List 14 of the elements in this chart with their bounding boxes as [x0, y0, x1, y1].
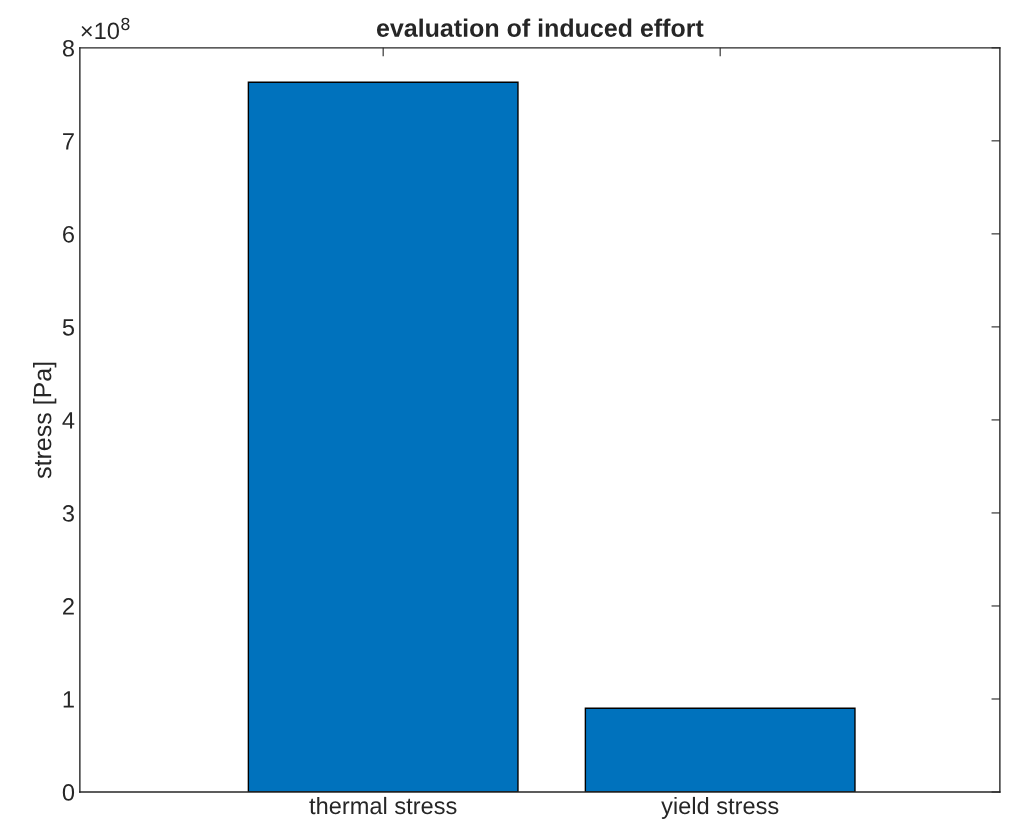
- y-tick-label: 5: [62, 319, 75, 336]
- text: ×10$^{8}$: [81, 17, 130, 40]
- y-tick-label: 7: [63, 133, 74, 150]
- y-tick-label: 1: [63, 691, 74, 708]
- y-tick-label: 3: [62, 505, 74, 522]
- chart-title: evaluation of induced effort: [376, 18, 704, 37]
- y-tick-label: 2: [63, 598, 74, 615]
- x-tick-label: thermal stress: [309, 796, 457, 815]
- x-tick-label: yield stress: [661, 796, 779, 819]
- y-tick-label: 4: [62, 412, 75, 429]
- y-tick-label: 0: [62, 784, 75, 801]
- y-axis-title: stress [Pa]: [33, 362, 57, 479]
- y-tick-label: 8: [62, 39, 74, 57]
- y-tick-label: 6: [63, 225, 74, 243]
